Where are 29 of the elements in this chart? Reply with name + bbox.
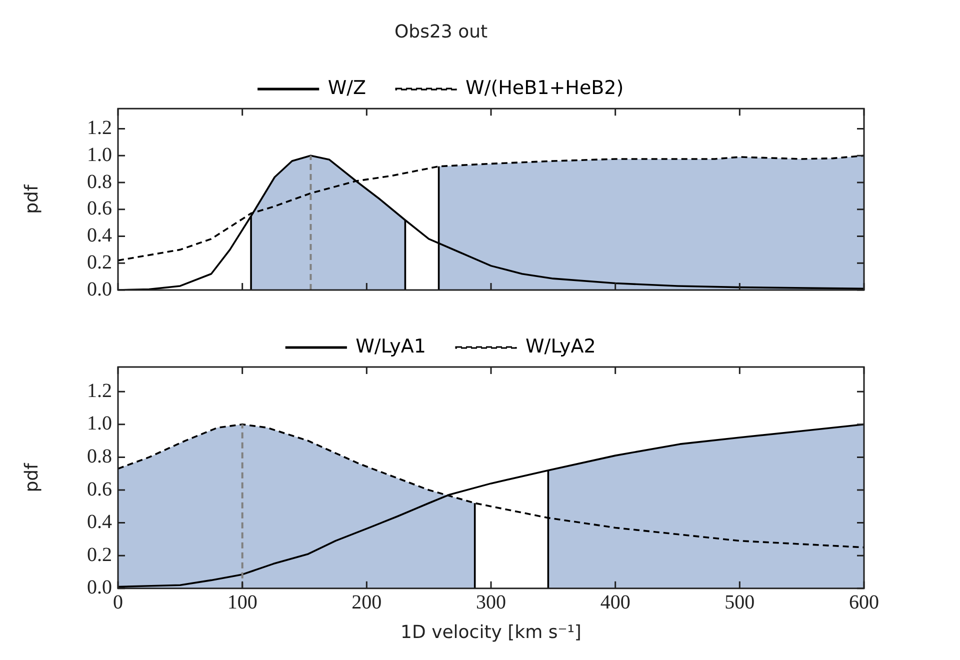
chart-title: Obs23 out [394, 21, 488, 42]
legend-label: W/Z [328, 77, 366, 100]
y-tick-label: 0.2 [87, 251, 112, 274]
y-tick-label: 0.6 [87, 198, 112, 220]
legend-label: W/LyA2 [526, 335, 596, 358]
y-tick-label: 0.4 [87, 224, 112, 246]
y-tick-label: 1.2 [87, 380, 112, 402]
x-tick-label: 0 [113, 592, 123, 614]
x-axis-title: 1D velocity [km s⁻¹] [400, 622, 582, 643]
y-axis-title: pdf [21, 184, 42, 214]
y-tick-label: 0.0 [87, 576, 112, 599]
x-tick-label: 500 [724, 592, 755, 614]
y-tick-label: 0.4 [87, 511, 112, 534]
y-tick-label: 1.0 [87, 412, 112, 435]
y-tick-label: 0.6 [87, 478, 112, 500]
x-tick-label: 100 [227, 592, 258, 614]
y-tick-label: 1.0 [87, 144, 112, 166]
y-tick-label: 0.8 [87, 445, 112, 468]
x-tick-label: 600 [849, 592, 879, 614]
x-tick-label: 300 [476, 592, 506, 614]
y-tick-label: 0.0 [87, 278, 112, 300]
y-axis-title: pdf [21, 462, 42, 492]
x-tick-label: 400 [600, 592, 630, 614]
legend-label: W/(HeB1+HeB2) [466, 77, 624, 100]
y-tick-label: 0.2 [87, 544, 112, 566]
y-tick-label: 1.2 [87, 117, 112, 140]
y-tick-label: 0.8 [87, 170, 112, 193]
legend-label: W/LyA1 [356, 335, 426, 358]
x-tick-label: 200 [352, 592, 382, 614]
